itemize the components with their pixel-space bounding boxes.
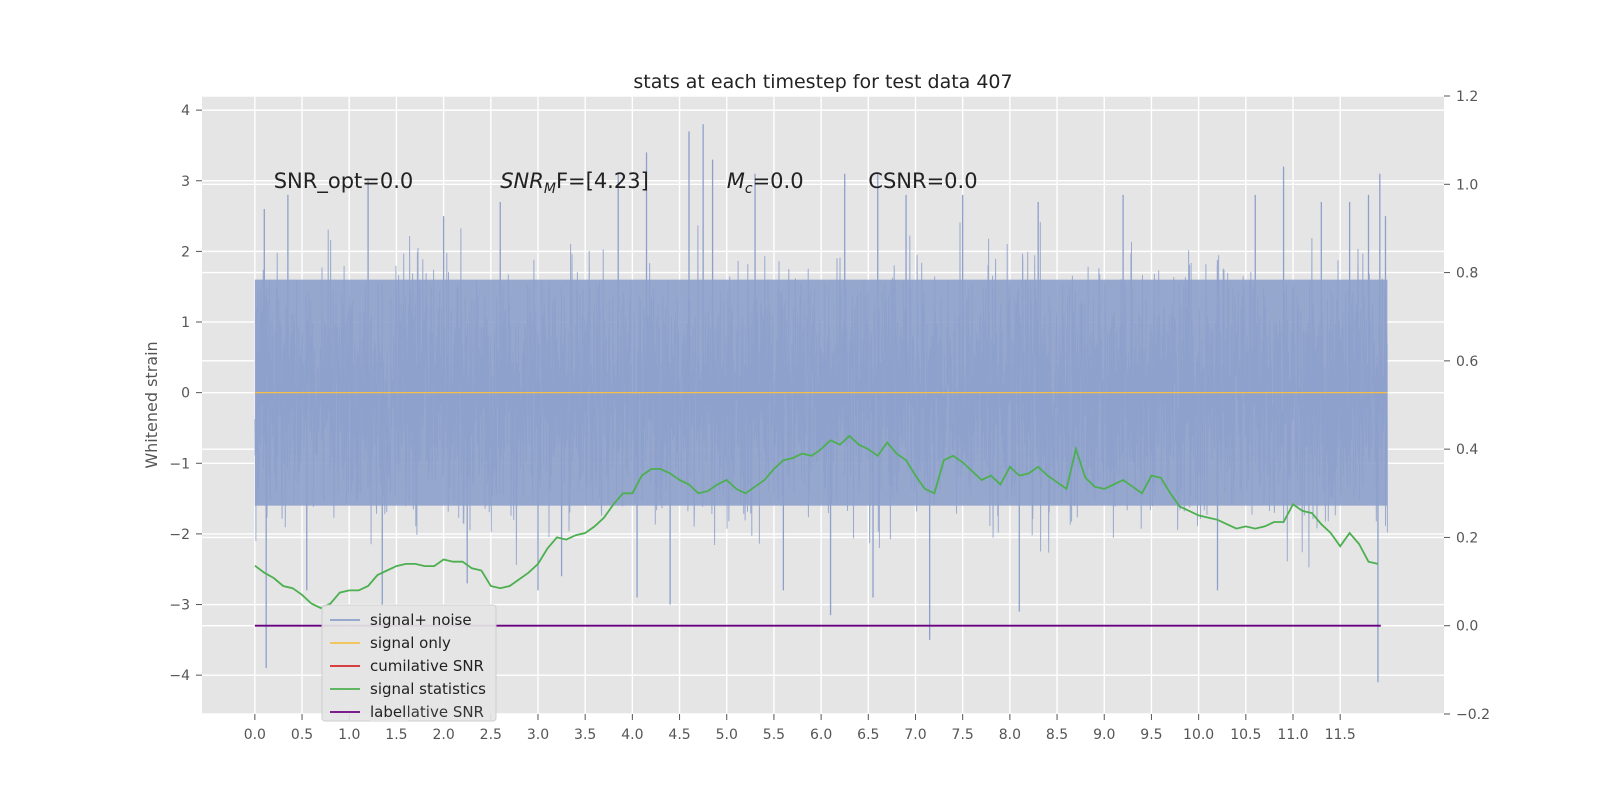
legend-entry: cumilative SNR <box>370 657 484 675</box>
annotation-csnr: CSNR=0.0 <box>868 169 977 193</box>
y-tick-label: 2 <box>181 244 190 260</box>
x-tick-label: 3.0 <box>527 727 549 743</box>
x-tick-label: 1.5 <box>385 727 407 743</box>
legend-entry: signal statistics <box>370 680 486 698</box>
legend-box <box>321 604 497 722</box>
y2-tick-label: 0.4 <box>1456 442 1478 458</box>
x-tick-label: 5.0 <box>716 727 738 743</box>
x-tick-label: 8.5 <box>1046 727 1068 743</box>
y2-tick-label: 1.2 <box>1456 89 1478 105</box>
legend: signal+ noise signal only cumilative SNR si… <box>321 604 497 722</box>
chart-title: stats at each timestep for test data 407 <box>633 71 1012 93</box>
y2-tick-label: 1.0 <box>1456 177 1478 193</box>
x-tick-label: 2.0 <box>432 727 454 743</box>
x-tick-label: 9.5 <box>1140 727 1162 743</box>
x-tick-label: 1.0 <box>338 727 360 743</box>
y-tick-label: 1 <box>181 315 190 331</box>
series-signal-statistics <box>254 434 1379 610</box>
x-tick-label: 11.0 <box>1277 727 1308 743</box>
annotations: SNR_opt=0.0 SNRMF=[4.23] Mc=0.0 CSNR=0.0 <box>274 169 978 197</box>
y2-tick-label: 0.8 <box>1456 266 1478 282</box>
x-tick-label: 6.5 <box>857 727 879 743</box>
x-tick-label: 4.5 <box>668 727 690 743</box>
y2-tick-label: 0.0 <box>1456 619 1478 635</box>
y-tick-label: 3 <box>181 174 190 190</box>
axis-ticks: 0.0 0.5 1.0 1.5 2.0 2.5 3.0 3.5 4.0 4.5 5.0 5.5 6.0 6… <box>169 89 1490 743</box>
legend-label-backing <box>370 703 408 721</box>
y-tick-label: −1 <box>169 456 190 472</box>
y-tick-label: −3 <box>169 598 190 614</box>
annotation-mc: Mc=0.0 <box>727 169 804 197</box>
legend-entry: signal only <box>370 634 451 652</box>
x-tick-label: 6.0 <box>810 727 832 743</box>
y-tick-label: −2 <box>169 527 190 543</box>
y-tick-label: −4 <box>169 668 190 684</box>
x-tick-label: 7.0 <box>904 727 926 743</box>
legend-entry-label-overlay: label <box>370 703 406 721</box>
x-tick-label: 11.5 <box>1325 727 1356 743</box>
x-tick-label: 0.5 <box>291 727 313 743</box>
x-tick-label: 4.0 <box>621 727 643 743</box>
legend-entry: signal+ noise <box>370 611 472 629</box>
y2-tick-label: 0.2 <box>1456 530 1478 546</box>
x-tick-label: 5.5 <box>763 727 785 743</box>
y-axis-label: Whitened strain <box>142 341 161 468</box>
y2-tick-label: −0.2 <box>1456 707 1490 723</box>
x-tick-label: 8.0 <box>999 727 1021 743</box>
y-tick-label: 0 <box>181 386 190 402</box>
x-tick-label: 9.0 <box>1093 727 1115 743</box>
x-tick-label: 0.0 <box>244 727 266 743</box>
x-tick-label: 10.0 <box>1183 727 1214 743</box>
y-tick-label: 4 <box>181 103 190 119</box>
annotation-snr-opt: SNR_opt=0.0 <box>274 169 414 194</box>
x-tick-label: 2.5 <box>480 727 502 743</box>
x-tick-label: 3.5 <box>574 727 596 743</box>
x-tick-label: 7.5 <box>952 727 974 743</box>
annotation-snr-mf: SNRMF=[4.23] <box>500 169 649 197</box>
y2-tick-label: 0.6 <box>1456 354 1478 370</box>
x-tick-label: 10.5 <box>1230 727 1261 743</box>
